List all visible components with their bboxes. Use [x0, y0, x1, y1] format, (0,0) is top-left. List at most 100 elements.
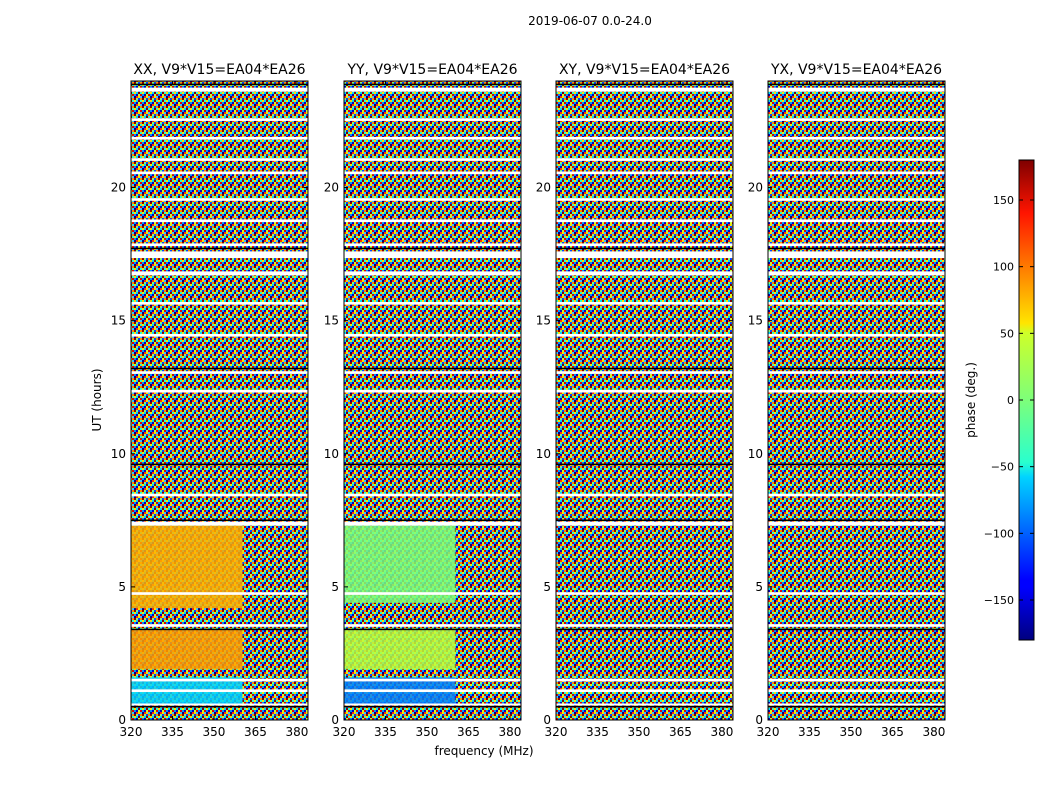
flagged-row [768, 171, 945, 175]
flagged-row [344, 219, 521, 223]
flagged-row [556, 158, 733, 161]
flagged-row [556, 87, 733, 92]
gap-row [556, 705, 733, 708]
flagged-row [344, 251, 521, 259]
flagged-row [344, 333, 521, 337]
flagged-row [556, 521, 733, 526]
flagged-row [556, 624, 733, 627]
gap-row [556, 628, 733, 631]
gap-row [344, 367, 521, 370]
phase-band [131, 629, 243, 670]
x-tick-label: 320 [333, 725, 356, 739]
flagged-row [344, 493, 521, 497]
flagged-row [768, 251, 945, 259]
gap-row [131, 519, 308, 522]
colorbar-tick-label: 150 [993, 194, 1014, 207]
panel: XX, V9*V15=EA04*EA26 320 335 350 365 380 0 5 10 1… [111, 62, 309, 739]
y-tick-label: 10 [748, 447, 763, 461]
y-tick-label: 15 [324, 314, 339, 328]
gap-row [556, 519, 733, 522]
flagged-row [131, 136, 308, 140]
x-tick-label: 320 [757, 725, 780, 739]
phase-heatmap [556, 81, 733, 720]
axes-frame [767, 80, 946, 721]
flagged-row [131, 219, 308, 223]
flagged-row [556, 592, 733, 595]
y-tick-label: 10 [324, 447, 339, 461]
gap-row [768, 705, 945, 708]
axes-frame [343, 80, 522, 721]
flagged-row [768, 592, 945, 595]
flagged-row [556, 371, 733, 374]
flagged-row [131, 333, 308, 337]
y-tick-label: 5 [543, 580, 551, 594]
flagged-row [131, 301, 308, 305]
y-tick-label: 0 [543, 713, 551, 727]
flagged-row [556, 333, 733, 337]
colorbar-tick-label: −50 [991, 461, 1014, 474]
phase-band [344, 525, 456, 603]
panel-title: YY, V9*V15=EA04*EA26 [346, 62, 517, 78]
flagged-row [344, 87, 521, 92]
flagged-row [556, 118, 733, 121]
x-tick-label: 380 [285, 725, 308, 739]
flagged-row [131, 678, 308, 682]
gap-row [556, 463, 733, 466]
colorbar-tick-label: 50 [1000, 327, 1014, 340]
flagged-row [768, 87, 945, 92]
phase-heatmap [131, 81, 308, 720]
gap-row [131, 247, 308, 250]
flagged-row [768, 521, 945, 526]
flagged-row [131, 118, 308, 121]
flagged-row [131, 271, 308, 276]
colorbar-label: phase (deg.) [964, 362, 978, 438]
gap-row [768, 367, 945, 370]
flagged-row [344, 521, 521, 526]
y-tick-label: 20 [324, 181, 339, 195]
x-tick-label: 335 [798, 725, 821, 739]
flagged-row [344, 158, 521, 161]
flagged-row [556, 243, 733, 247]
flagged-row [556, 219, 733, 223]
flagged-row [768, 198, 945, 201]
y-axis-label: UT (hours) [90, 368, 104, 431]
gap-row [768, 519, 945, 522]
gap-row [344, 705, 521, 708]
gap-row [768, 83, 945, 86]
flagged-row [768, 271, 945, 276]
y-tick-label: 5 [755, 580, 763, 594]
gap-row [556, 247, 733, 250]
colorbar-tick-label: 100 [993, 261, 1014, 274]
panel-title: XY, V9*V15=EA04*EA26 [559, 62, 730, 78]
flagged-row [131, 158, 308, 161]
flagged-row [768, 158, 945, 161]
flagged-row [344, 678, 521, 682]
flagged-row [131, 703, 308, 706]
flagged-row [556, 703, 733, 706]
colorbar-tick-label: −150 [984, 594, 1014, 607]
y-tick-label: 0 [118, 713, 126, 727]
x-tick-label: 380 [922, 725, 945, 739]
flagged-row [556, 198, 733, 201]
gap-row [556, 367, 733, 370]
axes-frame [555, 80, 734, 721]
y-tick-label: 5 [118, 580, 126, 594]
flagged-row [556, 493, 733, 497]
y-tick-label: 20 [536, 181, 551, 195]
panel: YY, V9*V15=EA04*EA26 320 335 350 365 380 0 5 10 1… [324, 62, 522, 739]
flagged-row [344, 592, 521, 595]
flagged-row [131, 689, 308, 693]
y-tick-label: 10 [536, 447, 551, 461]
figure-suptitle: 2019-06-07 0.0-24.0 [528, 14, 652, 28]
flagged-row [768, 624, 945, 627]
x-tick-label: 320 [120, 725, 143, 739]
flagged-row [768, 219, 945, 223]
flagged-row [344, 371, 521, 374]
flagged-row [344, 171, 521, 175]
flagged-row [556, 301, 733, 305]
flagged-row [768, 136, 945, 140]
x-tick-label: 380 [498, 725, 521, 739]
flagged-row [131, 243, 308, 247]
flagged-row [131, 521, 308, 526]
flagged-row [131, 624, 308, 627]
